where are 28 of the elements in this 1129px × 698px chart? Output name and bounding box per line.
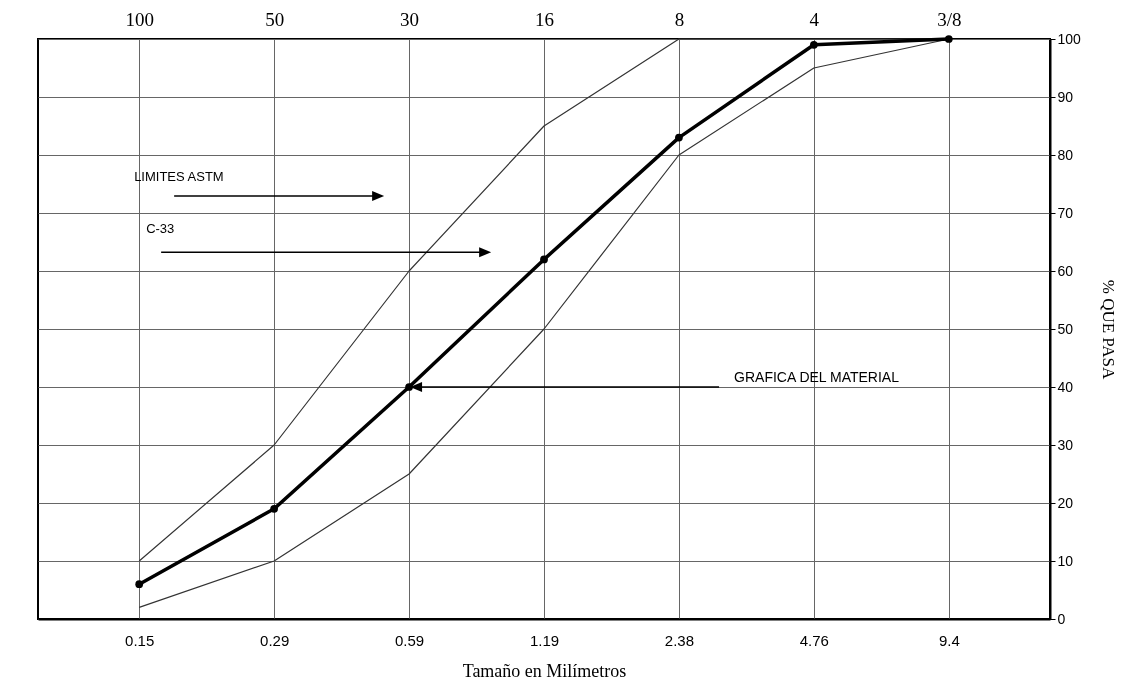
x-tick-label: 2.38: [664, 631, 695, 649]
text: 50: [265, 8, 285, 30]
text: 16: [535, 8, 554, 30]
y-tick-label: 100: [1057, 30, 1082, 47]
x-tick-label: 1.19: [529, 631, 560, 649]
text: 3/8: [937, 8, 962, 30]
y-tick-label: 90: [1057, 88, 1074, 105]
text: 100: [125, 8, 154, 30]
x-tick-label: 0.29: [260, 631, 290, 649]
y-tick-label: 80: [1057, 146, 1074, 163]
y-tick-label: 30: [1057, 436, 1074, 453]
x-axis-title: Tamaño en Milímetros: [462, 660, 627, 681]
y-tick-label: 20: [1057, 494, 1074, 511]
text: 30: [400, 8, 420, 30]
y-tick-label: 40: [1057, 378, 1074, 395]
x-tick-label: 0.59: [394, 631, 425, 649]
x-tick-label: 4.76: [799, 631, 829, 649]
x-tick-label: 0.15: [125, 631, 155, 649]
y-tick-label: 50: [1057, 320, 1074, 337]
y-tick-label: 70: [1057, 204, 1074, 221]
y-tick-label: 10: [1057, 552, 1074, 569]
y-tick-label: 60: [1057, 262, 1074, 279]
y-axis-title: % QUE PASA: [1098, 279, 1118, 380]
text: 8: [674, 8, 685, 30]
x-tick-label: 9.4: [938, 631, 960, 649]
annotation: C-33: [146, 221, 175, 237]
y-tick-label: 0: [1057, 610, 1066, 627]
text: 4: [809, 8, 820, 30]
